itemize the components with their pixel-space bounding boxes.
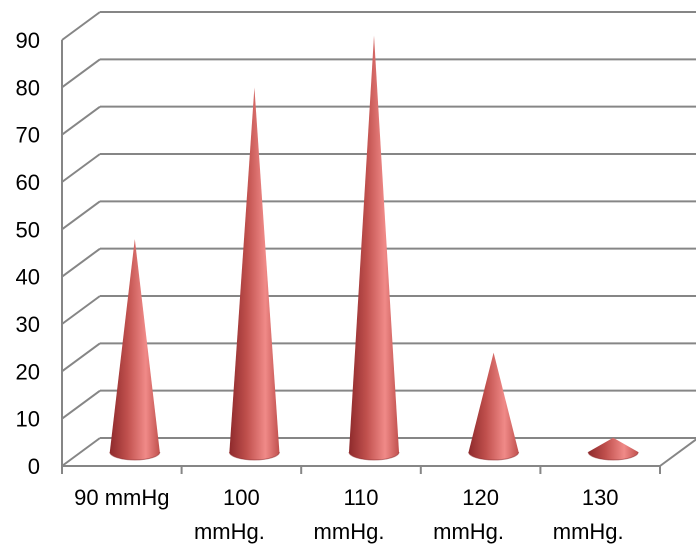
x-tick-label: 90 mmHg <box>74 485 169 510</box>
cone-bar <box>468 352 520 461</box>
y-tick-label: 30 <box>16 312 40 337</box>
y-tick-labels: 0 10 20 30 40 50 60 70 80 90 <box>16 28 40 479</box>
x-tick-label: 100 mmHg. <box>194 485 265 544</box>
gridline <box>61 105 696 136</box>
gridline <box>61 11 696 41</box>
cone-bar <box>109 239 161 461</box>
y-tick-label: 50 <box>16 217 40 242</box>
gridline <box>61 247 696 278</box>
cones <box>109 35 639 461</box>
y-tick-label: 10 <box>16 407 40 432</box>
y-tick-label: 70 <box>16 123 40 148</box>
x-tick-labels: 90 mmHg 100 mmHg. 110 mmHg. 120 mmHg. 130 mmHg. <box>74 485 624 544</box>
y-tick-label: 90 <box>16 28 40 53</box>
x-tick-label: 120 mmHg. <box>433 485 504 544</box>
gridline <box>61 389 696 420</box>
x-tick-label: 110 mmHg. <box>314 485 385 544</box>
y-tick-label: 40 <box>16 265 40 290</box>
y-tick-label: 60 <box>16 170 40 195</box>
gridline <box>61 153 696 183</box>
cone-bar <box>228 87 280 461</box>
cone-bar <box>348 35 400 461</box>
gridline <box>61 58 696 89</box>
floor-edge-line <box>659 438 696 467</box>
gridline <box>61 295 696 325</box>
axes <box>61 40 696 474</box>
y-tick-label: 20 <box>16 359 40 384</box>
gridline <box>61 342 696 373</box>
x-tick-label: 130 mmHg. <box>553 485 624 544</box>
cone-bar <box>587 437 639 461</box>
y-tick-label: 80 <box>16 75 40 100</box>
gridlines <box>61 11 696 467</box>
y-tick-label: 0 <box>28 454 40 479</box>
gridline <box>61 200 696 231</box>
